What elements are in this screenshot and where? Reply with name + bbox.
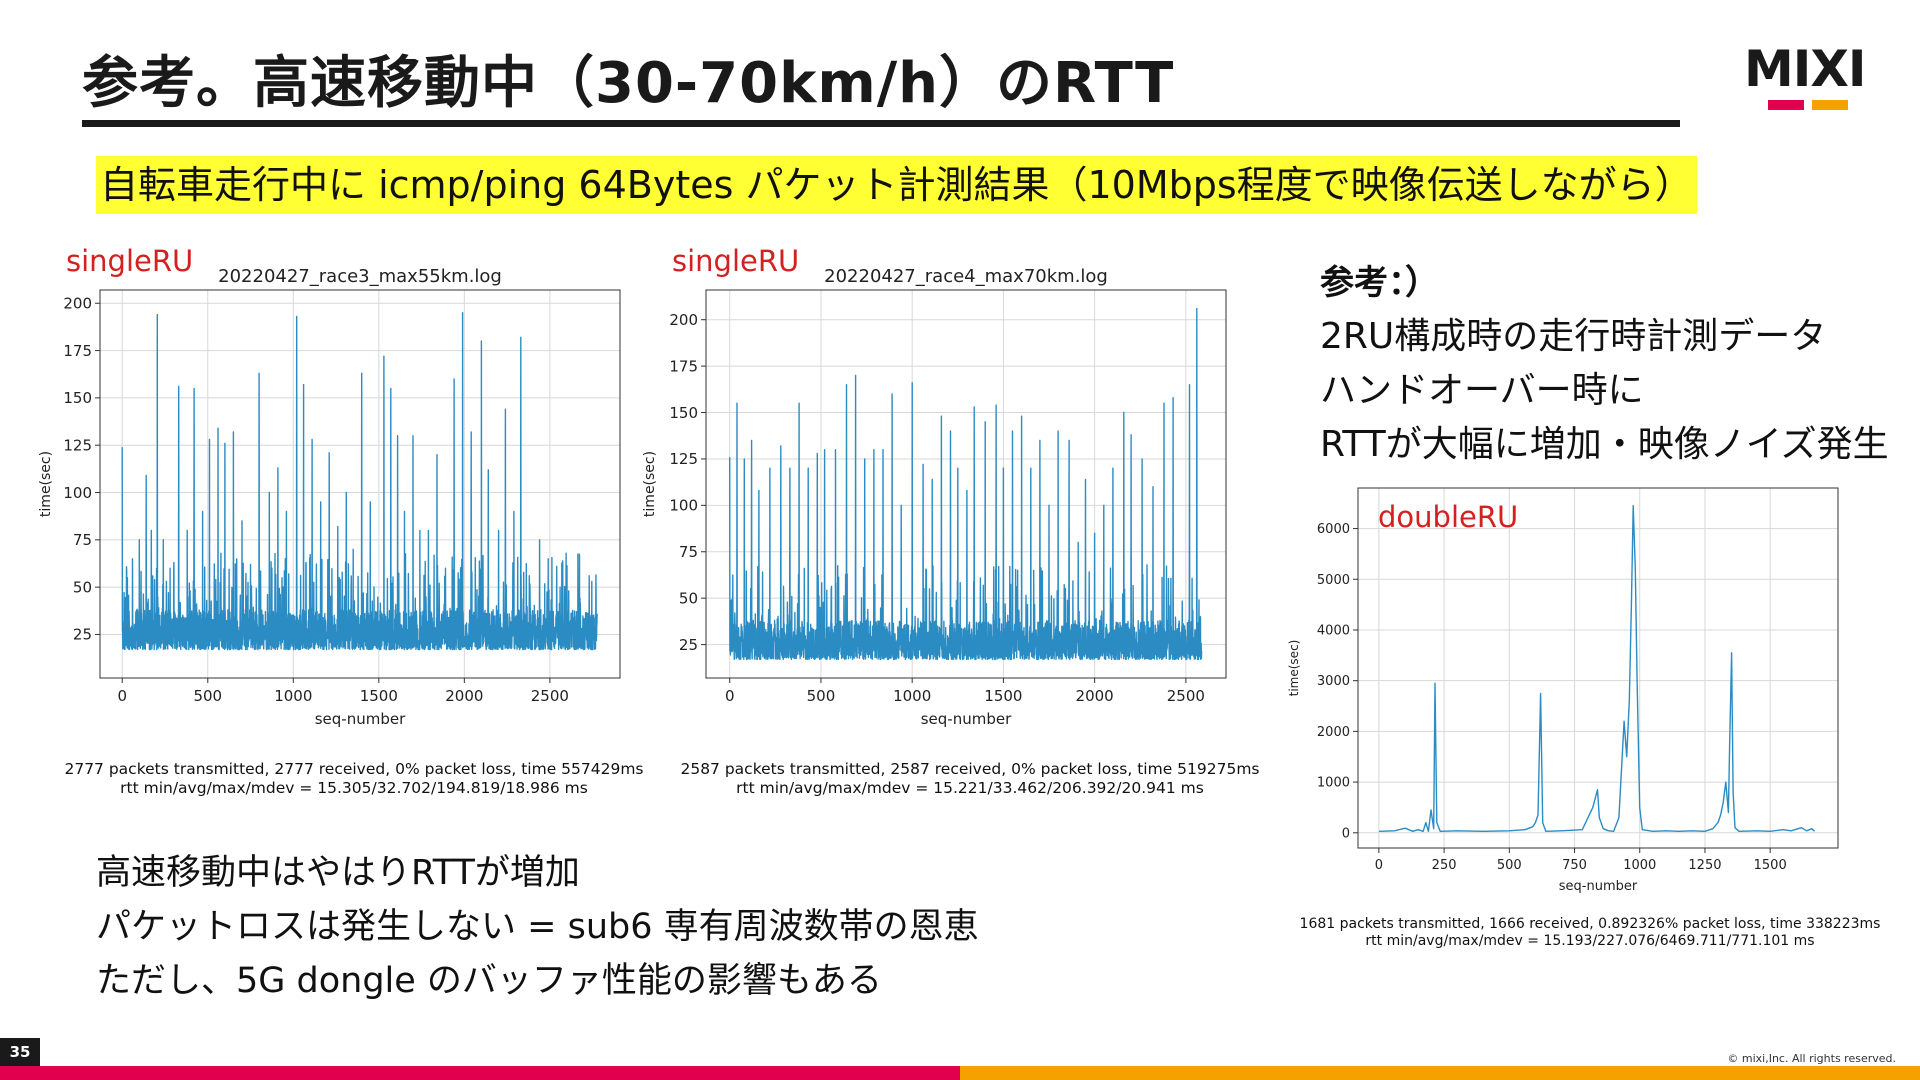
x-tick-label: 0 — [117, 687, 127, 705]
plot-frame — [99, 289, 621, 679]
y-tick-label: 75 — [679, 543, 698, 561]
y-tick-label: 25 — [679, 636, 698, 654]
y-tick-label: 100 — [63, 484, 92, 502]
summary-line-2: パケットロスは発生しない = sub6 専有周波数帯の恩恵 — [96, 907, 979, 947]
x-tick-label: 1000 — [1623, 858, 1656, 873]
y-tick-label: 50 — [73, 578, 92, 596]
x-axis-label: seq-number — [921, 710, 1012, 728]
chart2-stats-line1: 2587 packets transmitted, 2587 received,… — [680, 760, 1260, 778]
summary-line-1: 高速移動中はやはりRTTが増加 — [96, 853, 580, 893]
chart3-stats-line2: rtt min/avg/max/mdev = 15.193/227.076/64… — [1365, 933, 1815, 949]
summary-line-3: ただし、5G dongle のバッファ性能の影響もある — [96, 961, 882, 1001]
x-tick-label: 1000 — [893, 687, 931, 705]
chart1-label: singleRU — [66, 244, 194, 278]
summary-text: 高速移動中はやはりRTTが増加 パケットロスは発生しない = sub6 専有周波… — [96, 846, 979, 1008]
y-tick-label: 1000 — [1317, 776, 1350, 791]
slide-subtitle: 自転車走行中に icmp/ping 64Bytes パケット計測結果（10Mbp… — [96, 156, 1697, 214]
page-number: 35 — [0, 1038, 40, 1066]
plot-frame — [1357, 487, 1839, 849]
y-tick-label: 2000 — [1317, 725, 1350, 740]
chart3-stats: 1681 packets transmitted, 1666 received,… — [1290, 916, 1890, 950]
x-tick-label: 0 — [725, 687, 735, 705]
slide-title: 参考。高速移動中（30-70km/h）のRTT — [82, 51, 1175, 116]
x-tick-label: 2000 — [1076, 687, 1114, 705]
logo-accent-pink — [1768, 100, 1804, 110]
footer-bar-orange — [960, 1066, 1920, 1080]
chart-race3: 0 500 1000 1500 2000 2500 25 50 75 100 125 150 175 20… — [38, 266, 621, 728]
chart-doubleru: 0 250 500 750 1000 1250 1500 0 1000 2000 3000 4000 5… — [1287, 487, 1839, 894]
chart1-stats-line1: 2777 packets transmitted, 2777 received,… — [64, 760, 644, 778]
x-tick-label: 0 — [1375, 858, 1383, 873]
chart1-stats-line2: rtt min/avg/max/mdev = 15.305/32.702/194… — [120, 779, 588, 797]
series-line — [1378, 505, 1815, 832]
y-axis-label: time(sec) — [642, 451, 658, 517]
y-tick-label: 125 — [669, 450, 698, 468]
logo-wordmark: MIXI — [1744, 40, 1867, 98]
y-tick-label: 50 — [679, 589, 698, 607]
y-tick-label: 150 — [63, 389, 92, 407]
copyright: © mixi,Inc. All rights reserved. — [1727, 1052, 1896, 1065]
chart3-label: doubleRU — [1378, 500, 1519, 534]
x-tick-label: 1250 — [1688, 858, 1721, 873]
y-tick-label: 3000 — [1317, 674, 1350, 689]
reference-line-2: ハンドオーバー時に — [1320, 370, 1644, 411]
y-tick-label: 0 — [1342, 826, 1350, 841]
x-tick-label: 500 — [1497, 858, 1522, 873]
title-underline — [82, 120, 1680, 127]
x-tick-label: 500 — [807, 687, 836, 705]
chart1-stats: 2777 packets transmitted, 2777 received,… — [24, 760, 684, 798]
x-tick-label: 2500 — [531, 687, 569, 705]
logo-accent-orange — [1812, 100, 1848, 110]
x-tick-label: 1500 — [360, 687, 398, 705]
reference-heading: 参考：） — [1320, 263, 1439, 303]
reference-block: 参考：） 2RU構成時の走行時計測データ ハンドオーバー時に RTTが大幅に増加… — [1320, 256, 1889, 472]
y-tick-label: 75 — [73, 531, 92, 549]
series-line — [121, 312, 598, 651]
x-tick-label: 500 — [193, 687, 222, 705]
y-tick-label: 6000 — [1317, 522, 1350, 537]
x-tick-label: 2500 — [1167, 687, 1205, 705]
chart3-stats-line1: 1681 packets transmitted, 1666 received,… — [1299, 916, 1881, 932]
series-line — [729, 307, 1203, 661]
y-tick-label: 175 — [63, 342, 92, 360]
y-tick-label: 4000 — [1317, 624, 1350, 639]
chart-title: 20220427_race3_max55km.log — [218, 266, 502, 287]
reference-line-3: RTTが大幅に増加・映像ノイズ発生 — [1320, 424, 1889, 465]
y-tick-label: 125 — [63, 436, 92, 454]
x-tick-label: 1500 — [984, 687, 1022, 705]
y-tick-label: 5000 — [1317, 573, 1350, 588]
x-tick-label: 1500 — [1754, 858, 1787, 873]
y-axis-label: time(sec) — [38, 451, 54, 517]
y-tick-label: 25 — [73, 626, 92, 644]
x-axis-label: seq-number — [315, 710, 406, 728]
y-tick-label: 200 — [63, 294, 92, 312]
footer-bar-pink — [0, 1066, 960, 1080]
reference-line-1: 2RU構成時の走行時計測データ — [1320, 316, 1827, 357]
mixi-logo: MIXI — [1744, 44, 1870, 114]
chart-title: 20220427_race4_max70km.log — [824, 266, 1108, 287]
chart-race4: 0 500 1000 1500 2000 2500 25 50 75 100 125 150 175 20… — [642, 266, 1227, 728]
x-tick-label: 2000 — [445, 687, 483, 705]
y-axis-label: time(sec) — [1287, 640, 1301, 697]
y-tick-label: 200 — [669, 311, 698, 329]
y-tick-label: 175 — [669, 357, 698, 375]
plot-frame — [705, 289, 1227, 679]
x-tick-label: 750 — [1562, 858, 1587, 873]
chart2-stats-line2: rtt min/avg/max/mdev = 15.221/33.462/206… — [736, 779, 1204, 797]
x-axis-label: seq-number — [1559, 879, 1638, 894]
chart2-stats: 2587 packets transmitted, 2587 received,… — [640, 760, 1300, 798]
chart2-label: singleRU — [672, 244, 800, 278]
y-tick-label: 150 — [669, 404, 698, 422]
x-tick-label: 1000 — [274, 687, 312, 705]
y-tick-label: 100 — [669, 497, 698, 515]
x-tick-label: 250 — [1432, 858, 1457, 873]
